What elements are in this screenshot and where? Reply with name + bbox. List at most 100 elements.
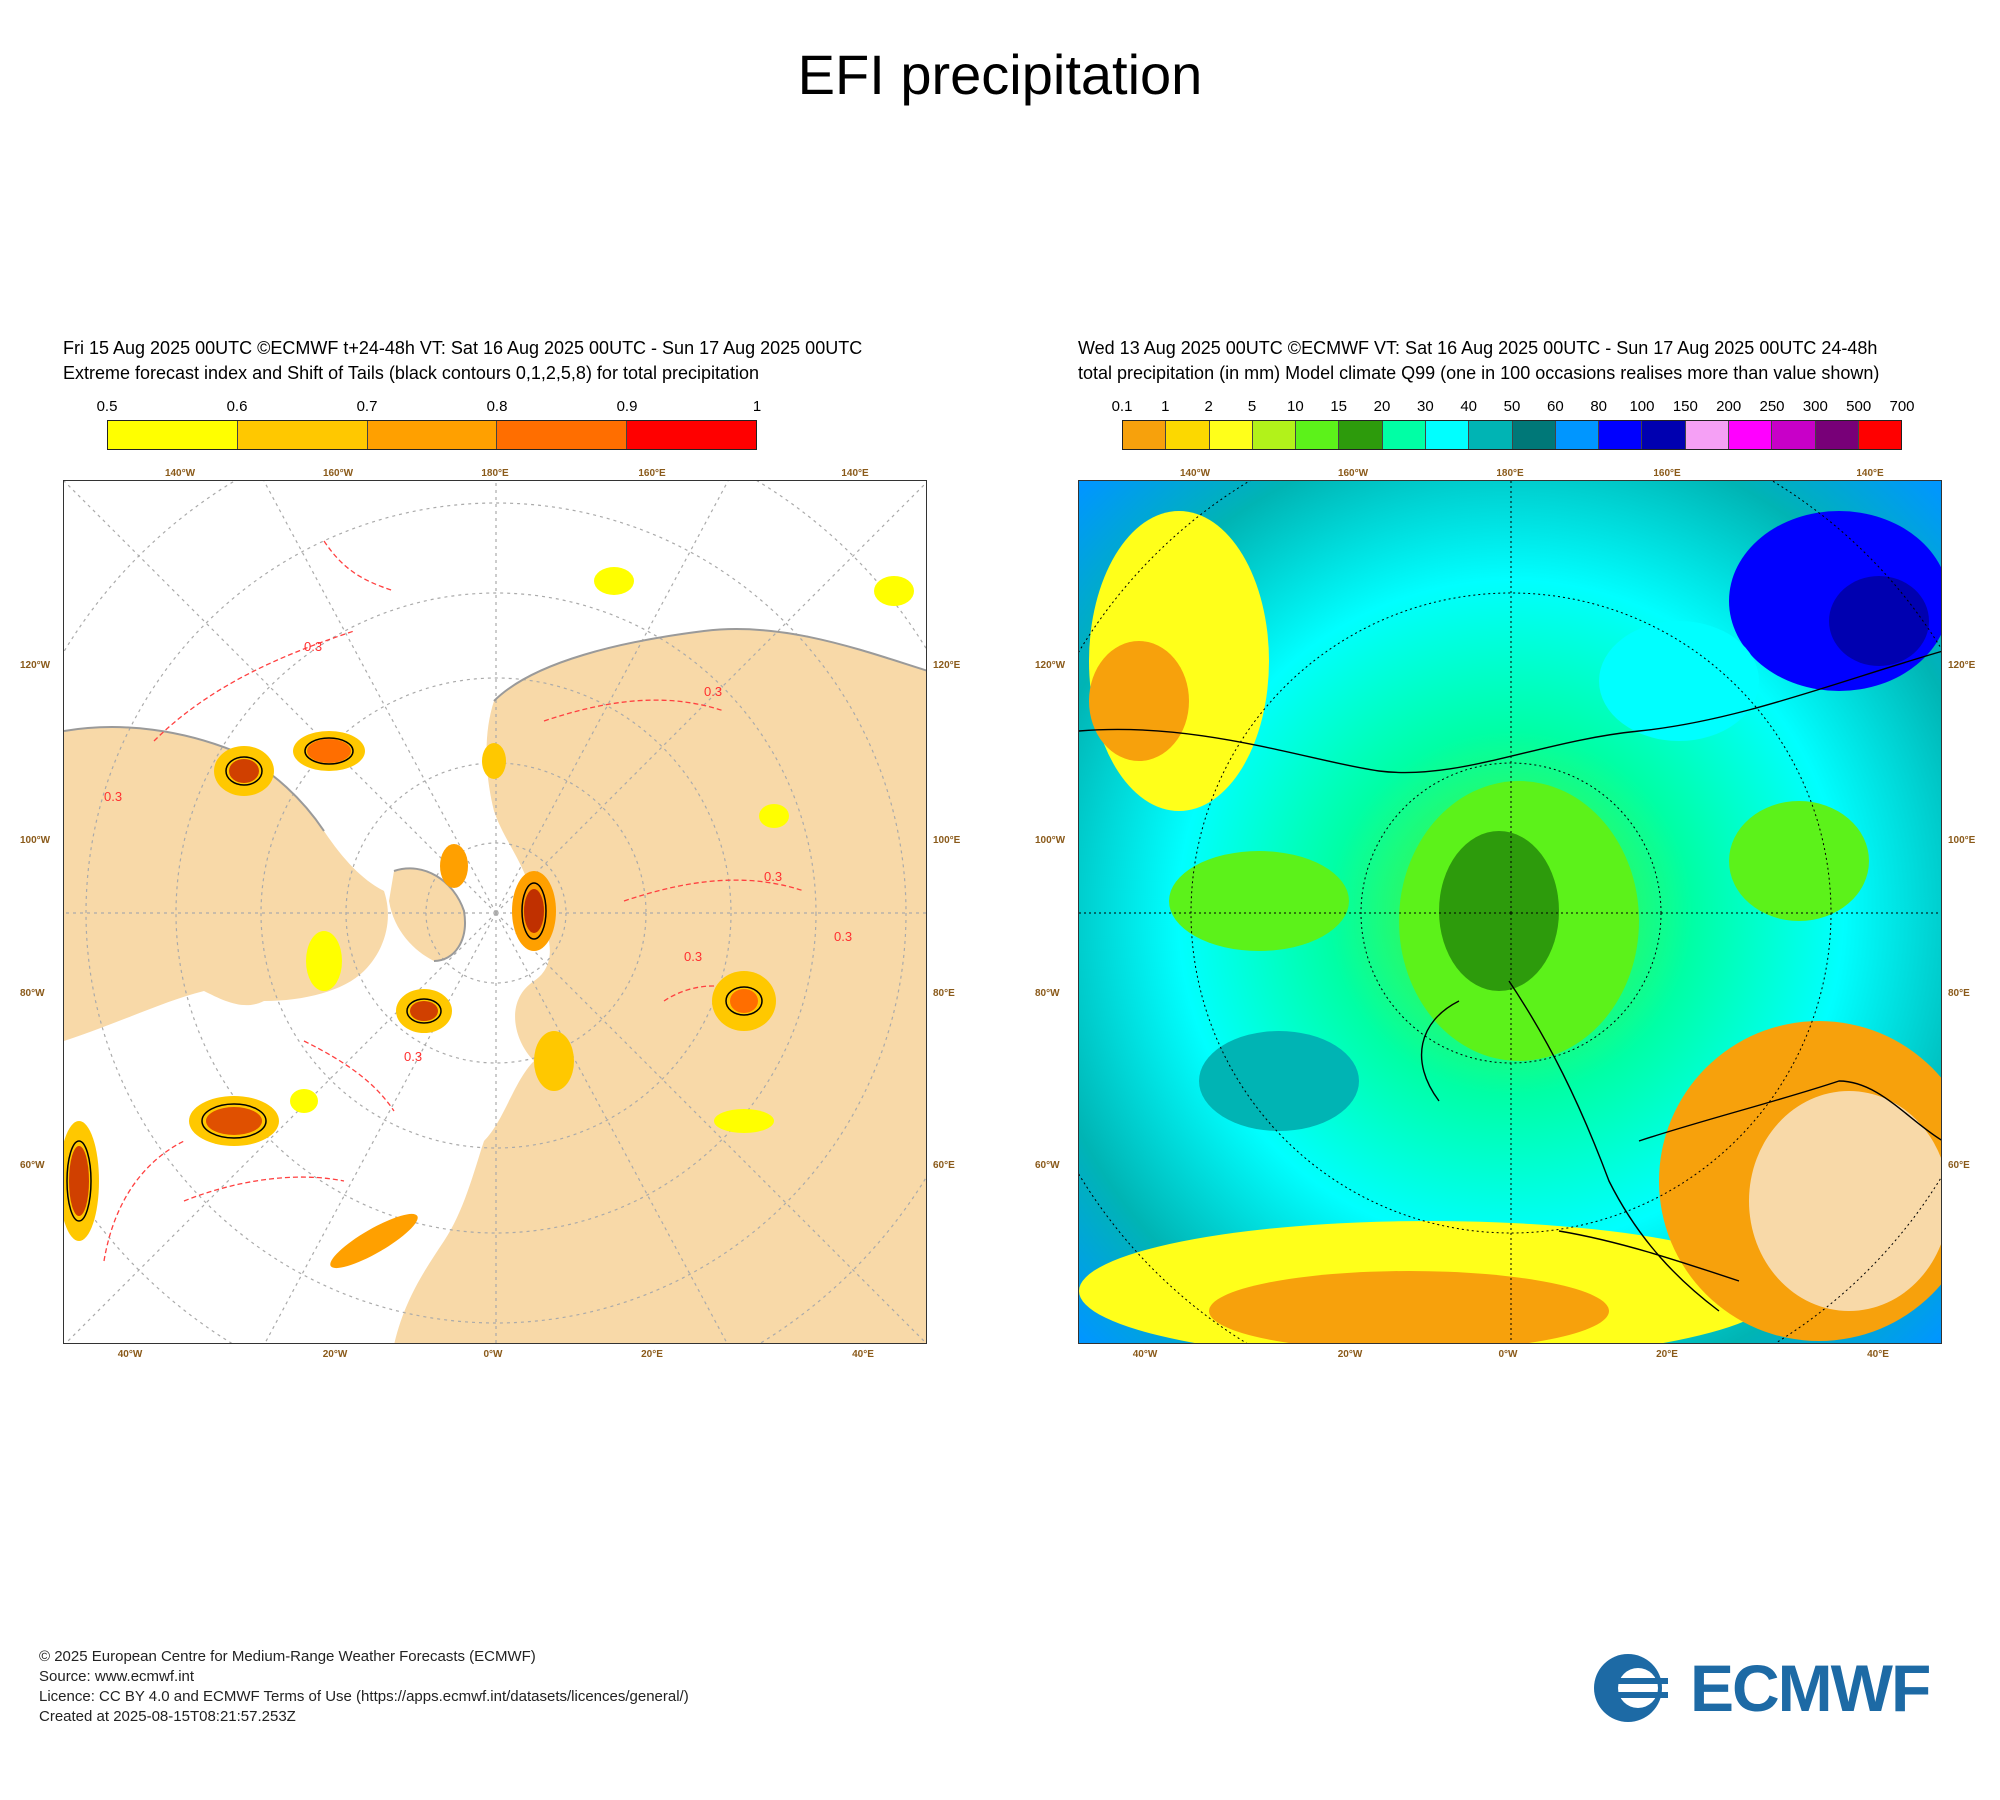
lon-label: 160°W <box>322 468 354 479</box>
lon-label-left: 80°W <box>20 988 45 999</box>
climate-colorbar <box>1122 420 1902 450</box>
lon-label-right: 120°E <box>1948 660 1976 671</box>
colorbar-cell <box>1425 421 1470 449</box>
copyright-footer: © 2025 European Centre for Medium-Range … <box>39 1647 689 1727</box>
climate-header-line1: Wed 13 Aug 2025 00UTC ©ECMWF VT: Sat 16 … <box>1078 338 1878 358</box>
lon-label-left: 60°W <box>1035 1160 1060 1171</box>
footer-created: Created at 2025-08-15T08:21:57.253Z <box>39 1708 296 1725</box>
colorbar-tick-label: 80 <box>1590 398 1607 415</box>
climate-panel: Wed 13 Aug 2025 00UTC ©ECMWF VT: Sat 16 … <box>1035 330 1975 1380</box>
colorbar-tick-label: 30 <box>1416 398 1434 415</box>
colorbar-cell <box>1123 421 1167 449</box>
lon-label: 140°E <box>841 468 869 479</box>
lon-label-left: 100°W <box>1035 835 1066 846</box>
colorbar-tick-label: 100 <box>1629 398 1655 415</box>
colorbar-tick-label: 150 <box>1672 398 1698 415</box>
colorbar-cell <box>1469 421 1513 449</box>
climate-header-line2: total precipitation (in mm) Model climat… <box>1078 363 1880 383</box>
lon-label-left: 100°W <box>20 835 51 846</box>
colorbar-cell <box>1339 421 1383 449</box>
colorbar-tick-label: 0.7 <box>356 398 378 415</box>
lon-label-right: 80°E <box>933 988 955 999</box>
ecmwf-logo: ECMWF <box>1590 1650 1970 1726</box>
lon-label-left: 120°W <box>20 660 51 671</box>
colorbar-cell <box>1209 421 1253 449</box>
sot-label: 0.3 <box>834 929 852 944</box>
colorbar-tick-label: 60 <box>1546 398 1564 415</box>
lon-label-right: 100°E <box>933 835 961 846</box>
sot-label: 0.3 <box>304 639 322 654</box>
colorbar-tick-label: 50 <box>1503 398 1521 415</box>
lon-label-left: 60°W <box>20 1160 45 1171</box>
footer-copyright: © 2025 European Centre for Medium-Range … <box>39 1648 536 1665</box>
sot-contour-labels: 0.3 0.3 0.3 0.3 0.3 0.3 0.3 <box>104 639 852 1064</box>
colorbar-tick-label: 15 <box>1330 398 1347 415</box>
sot-label: 0.3 <box>764 869 782 884</box>
climate-colorbar-labels: 0.1 1 2 5 10 15 20 30 40 50 60 80 100 150 200 250 300 500… <box>1112 398 1915 418</box>
lon-label: 180°E <box>1496 468 1524 479</box>
lon-label: 160°W <box>1337 468 1369 479</box>
colorbar-tick-label: 0.6 <box>226 398 248 415</box>
colorbar-cell <box>1382 421 1426 449</box>
lon-label: 140°E <box>1856 468 1884 479</box>
lon-label: 20°W <box>1337 1349 1363 1360</box>
lon-label: 40°W <box>1132 1349 1158 1360</box>
colorbar-cell <box>1815 421 1859 449</box>
lon-label: 40°W <box>117 1349 143 1360</box>
colorbar-tick-label: 0.9 <box>616 398 638 415</box>
lon-label-right: 80°E <box>1948 988 1970 999</box>
efi-map-svg: 0.3 0.3 0.3 0.3 0.3 0.3 0.3 <box>64 481 926 1343</box>
colorbar-tick-label: 250 <box>1759 398 1785 415</box>
lon-label: 0°W <box>1498 1349 1518 1360</box>
lon-label: 140°W <box>164 468 196 479</box>
lon-label: 140°W <box>1179 468 1211 479</box>
lon-label: 0°W <box>483 1349 503 1360</box>
colorbar-tick-label: 40 <box>1460 398 1477 415</box>
ecmwf-logo-icon <box>1594 1654 1668 1722</box>
precip-patches <box>1079 511 1941 1343</box>
sot-label: 0.3 <box>704 684 722 699</box>
colorbar-cell <box>1252 421 1297 449</box>
colorbar-cell <box>1642 421 1686 449</box>
eurasia-land <box>394 629 926 1343</box>
colorbar-tick-label: 10 <box>1286 398 1304 415</box>
colorbar-cell <box>497 421 628 449</box>
efi-header-line1: Fri 15 Aug 2025 00UTC ©ECMWF t+24-48h VT… <box>63 338 863 358</box>
colorbar-cell <box>1728 421 1773 449</box>
lon-label-left: 120°W <box>1035 660 1066 671</box>
lon-label: 20°E <box>641 1349 663 1360</box>
colorbar-tick-label: 20 <box>1373 398 1391 415</box>
sot-label: 0.3 <box>104 789 122 804</box>
efi-header-line2: Extreme forecast index and Shift of Tail… <box>63 363 760 383</box>
lon-label: 40°E <box>852 1349 874 1360</box>
colorbar-tick-label: 0.1 <box>1111 398 1133 415</box>
colorbar-tick-label: 200 <box>1716 398 1742 415</box>
climate-map-svg <box>1079 481 1941 1343</box>
colorbar-tick-label: 0.5 <box>96 398 118 415</box>
lon-label-right: 60°E <box>933 1160 955 1171</box>
lon-label: 20°W <box>322 1349 348 1360</box>
colorbar-cell <box>1599 421 1643 449</box>
ecmwf-logo-text: ECMWF <box>1690 1651 1931 1725</box>
colorbar-cell <box>1555 421 1600 449</box>
colorbar-cell <box>237 421 368 449</box>
colorbar-tick-label: 1 <box>1161 398 1170 415</box>
colorbar-cell <box>1296 421 1340 449</box>
sot-label: 0.3 <box>404 1049 422 1064</box>
lon-label: 40°E <box>1867 1349 1889 1360</box>
colorbar-tick-label: 1 <box>752 398 762 415</box>
lon-label-right: 100°E <box>1948 835 1976 846</box>
colorbar-cell <box>1858 421 1902 449</box>
efi-colorbar <box>107 420 757 450</box>
colorbar-cell <box>1685 421 1729 449</box>
colorbar-tick-label: 300 <box>1802 398 1828 415</box>
efi-colorbar-labels: 0.5 0.6 0.7 0.8 0.9 1 <box>97 398 762 418</box>
footer-source: Source: www.ecmwf.int <box>39 1668 195 1685</box>
lon-label-right: 60°E <box>1948 1160 1970 1171</box>
lon-label: 160°E <box>1653 468 1681 479</box>
efi-panel: Fri 15 Aug 2025 00UTC ©ECMWF t+24-48h VT… <box>20 330 960 1380</box>
climate-map <box>1078 480 1942 1344</box>
colorbar-cell <box>1772 421 1816 449</box>
colorbar-tick-label: 5 <box>1247 398 1257 415</box>
lon-label: 160°E <box>638 468 666 479</box>
